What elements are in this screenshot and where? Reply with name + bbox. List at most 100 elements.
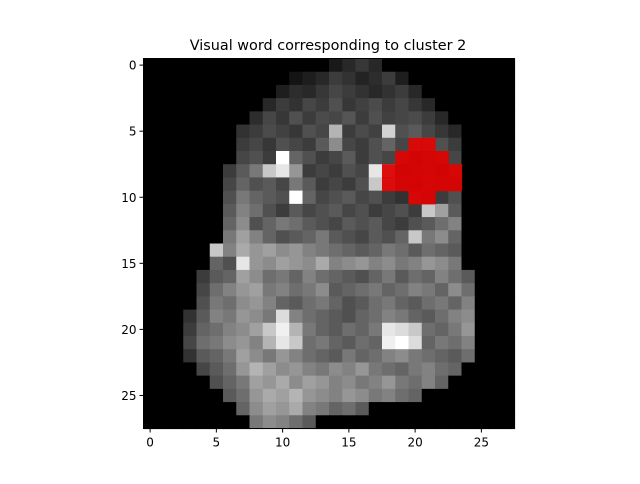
heatmap-cell — [368, 71, 383, 86]
heatmap-cell — [501, 190, 516, 205]
heatmap-cell — [143, 256, 158, 271]
heatmap-cell — [223, 137, 237, 152]
heatmap-cell — [448, 283, 463, 297]
heatmap-cell — [262, 283, 277, 297]
heatmap-cell — [448, 336, 463, 350]
heatmap-cell — [249, 217, 264, 231]
heatmap-cell — [196, 243, 211, 258]
heatmap-cell — [395, 362, 410, 377]
heatmap-cell — [435, 349, 449, 364]
highlight-cell — [421, 190, 436, 205]
heatmap-cell — [355, 283, 370, 297]
heatmap-cell — [209, 151, 224, 165]
heatmap-cell — [196, 256, 211, 271]
heatmap-cell — [183, 375, 198, 390]
heatmap-cell — [302, 190, 317, 205]
heatmap-cell — [276, 151, 290, 165]
heatmap-cell — [183, 309, 198, 324]
heatmap-cell — [474, 375, 489, 390]
heatmap-cell — [276, 137, 290, 152]
heatmap-cell — [342, 362, 357, 377]
heatmap-cell — [501, 111, 516, 126]
heatmap-cell — [329, 243, 343, 258]
heatmap-cell — [368, 256, 383, 271]
heatmap-cell — [143, 296, 158, 311]
heatmap-cell — [262, 84, 277, 99]
heatmap-cell — [421, 71, 436, 86]
heatmap-cell — [382, 217, 396, 231]
y-axis: 0 5 10 15 20 25 — [121, 59, 144, 403]
heatmap-cell — [461, 362, 476, 377]
heatmap-cell — [262, 322, 277, 337]
heatmap-cell — [435, 322, 449, 337]
heatmap-cell — [368, 177, 383, 192]
heatmap-cell — [474, 230, 489, 245]
heatmap-cell — [156, 151, 171, 165]
heatmap-cell — [196, 203, 211, 218]
heatmap-cell — [342, 84, 357, 99]
heatmap-cell — [329, 402, 343, 416]
heatmap-cell — [329, 415, 343, 430]
heatmap-cell — [236, 375, 251, 390]
heatmap-cell — [276, 84, 290, 99]
heatmap-cell — [329, 296, 343, 311]
heatmap-cell — [262, 256, 277, 271]
heatmap-cell — [236, 415, 251, 430]
heatmap-cell — [223, 203, 237, 218]
heatmap-cell — [501, 124, 516, 139]
heatmap-cell — [448, 322, 463, 337]
heatmap-cell — [342, 177, 357, 192]
heatmap-cell — [395, 309, 410, 324]
heatmap-cell — [342, 375, 357, 390]
heatmap-cell — [474, 84, 489, 99]
heatmap-cell — [342, 58, 357, 73]
heatmap-cell — [421, 203, 436, 218]
heatmap-cell — [474, 203, 489, 218]
heatmap-cell — [474, 296, 489, 311]
heatmap-cell — [170, 336, 184, 350]
heatmap-cell — [249, 349, 264, 364]
heatmap-cell — [329, 283, 343, 297]
heatmap-cell — [501, 203, 516, 218]
heatmap-cell — [302, 362, 317, 377]
heatmap-cell — [156, 283, 171, 297]
heatmap-cell — [355, 177, 370, 192]
heatmap-cell — [448, 124, 463, 139]
heatmap-cell — [143, 203, 158, 218]
heatmap-cell — [408, 402, 423, 416]
heatmap-cell — [262, 402, 277, 416]
heatmap-cell — [368, 322, 383, 337]
heatmap-cell — [262, 58, 277, 73]
heatmap-cell — [289, 230, 304, 245]
heatmap-cell — [209, 309, 224, 324]
heatmap-cell — [170, 84, 184, 99]
heatmap-cell — [170, 137, 184, 152]
heatmap-cell — [156, 217, 171, 231]
heatmap-cell — [461, 336, 476, 350]
heatmap-cell — [262, 71, 277, 86]
heatmap-cell — [143, 388, 158, 403]
heatmap-cell — [289, 164, 304, 179]
heatmap-cell — [329, 111, 343, 126]
heatmap-cell — [209, 375, 224, 390]
heatmap-cell — [209, 71, 224, 86]
heatmap-cell — [474, 349, 489, 364]
heatmap-cell — [196, 230, 211, 245]
heatmap-cell — [209, 98, 224, 112]
heatmap-cell — [329, 137, 343, 152]
heatmap-cell — [448, 362, 463, 377]
heatmap-cell — [501, 388, 516, 403]
heatmap-cell — [223, 98, 237, 112]
heatmap-cell — [276, 58, 290, 73]
heatmap-cell — [170, 58, 184, 73]
heatmap-cell — [435, 84, 449, 99]
heatmap-cell — [355, 402, 370, 416]
heatmap-cell — [183, 137, 198, 152]
y-tick-label: 10 — [121, 191, 136, 205]
heatmap-cell — [342, 164, 357, 179]
heatmap-cell — [236, 98, 251, 112]
heatmap-cell — [289, 84, 304, 99]
heatmap-cell — [408, 256, 423, 271]
heatmap-cell — [183, 151, 198, 165]
